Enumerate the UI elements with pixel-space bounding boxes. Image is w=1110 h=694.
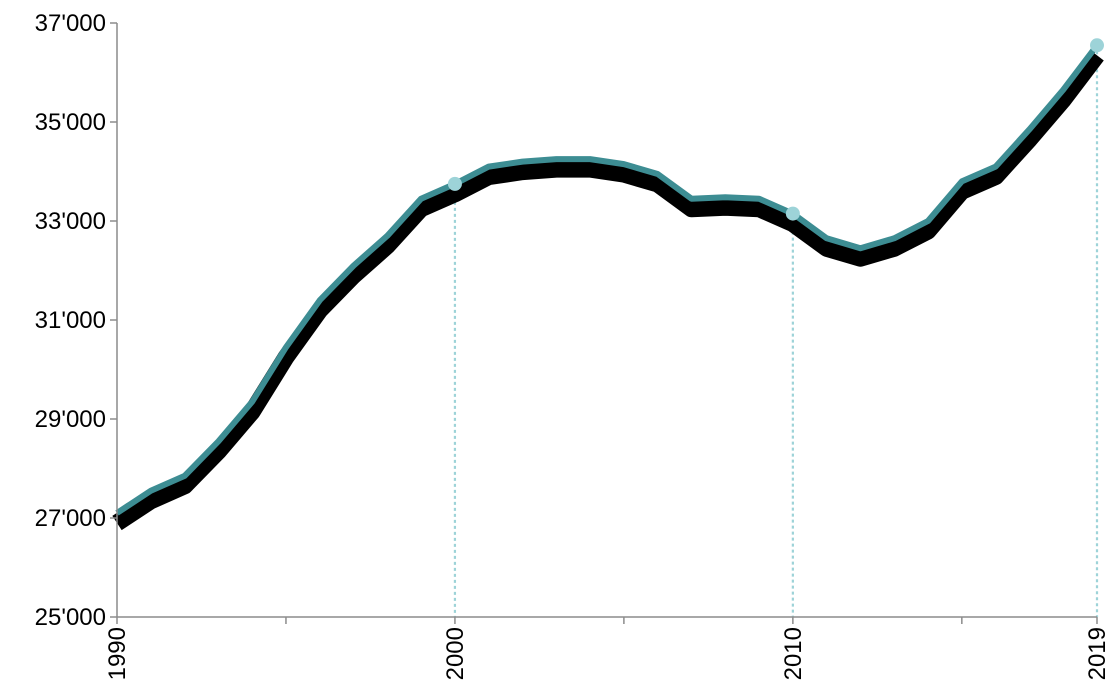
x-tick-label: 2010 xyxy=(780,627,807,680)
highlight-markers xyxy=(447,38,1104,221)
series-layer xyxy=(112,43,1104,531)
axes xyxy=(116,23,1097,618)
drop-lines xyxy=(453,45,1099,617)
x-tick-label: 2019 xyxy=(1084,627,1110,680)
y-axis-tick-labels: 25'000 27'000 29'000 31'000 33'000 35'000 37'0… xyxy=(35,10,106,631)
y-tick-label: 37'000 xyxy=(35,10,106,37)
highlight-point xyxy=(447,176,462,191)
x-tick-label: 2000 xyxy=(442,627,469,680)
y-tick-label: 29'000 xyxy=(35,406,106,433)
x-axis-tick-labels: 1990 2000 2010 2019 xyxy=(104,627,1110,680)
series-shadow-line xyxy=(112,50,1104,531)
x-axis-ticks xyxy=(116,617,1098,624)
highlight-point xyxy=(785,206,800,221)
y-tick-label: 33'000 xyxy=(35,208,106,235)
series-line xyxy=(115,43,1100,516)
y-tick-label: 27'000 xyxy=(35,505,106,532)
y-tick-label: 35'000 xyxy=(35,109,106,136)
y-axis-ticks xyxy=(110,22,117,618)
y-tick-label: 31'000 xyxy=(35,307,106,334)
y-tick-label: 25'000 xyxy=(35,604,106,631)
x-tick-label: 1990 xyxy=(104,627,131,680)
highlight-point xyxy=(1090,38,1104,53)
